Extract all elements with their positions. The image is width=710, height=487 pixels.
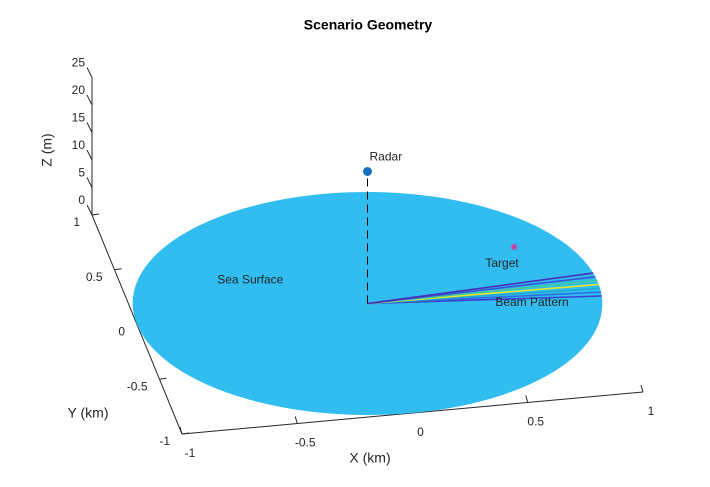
z-tick-label: 5	[78, 166, 85, 180]
z-tick	[86, 94, 93, 106]
z-tick-label: 20	[72, 83, 86, 97]
x-tick-label: 1	[648, 404, 655, 418]
beam-ray	[367, 272, 594, 305]
x-tick	[179, 426, 183, 435]
z-tick-label: 0	[78, 193, 85, 207]
y-tick-label: 0.5	[86, 270, 103, 284]
x-axis-label: X (km)	[349, 450, 390, 466]
z-tick-label: 10	[72, 138, 86, 152]
surface-label: Sea Surface	[217, 272, 283, 286]
x-tick	[640, 384, 644, 393]
y-tick-label: -1	[159, 434, 170, 448]
z-tick-label: 25	[72, 56, 86, 70]
x-tick	[294, 416, 298, 424]
radar-marker	[363, 167, 372, 176]
target-marker	[510, 243, 518, 251]
z-tick	[86, 177, 93, 188]
y-tick-label: -0.5	[127, 379, 148, 393]
y-tick	[114, 268, 122, 271]
y-axis-label: Y (km)	[68, 405, 109, 421]
x-tick-label: 0	[417, 425, 424, 439]
y-tick	[181, 432, 190, 435]
radar-label: Radar	[370, 150, 403, 164]
z-tick	[86, 149, 93, 161]
y-tick-label: 1	[73, 215, 80, 229]
beam-label: Beam Pattern	[495, 295, 568, 309]
target-label: Target	[485, 256, 519, 270]
y-tick-label: 0	[118, 325, 125, 339]
z-tick-label: 15	[72, 111, 86, 125]
chart-title: Scenario Geometry	[304, 17, 433, 33]
y-tick	[91, 213, 100, 216]
y-tick	[159, 377, 167, 380]
target-stroke	[511, 244, 517, 250]
x-tick-label: 0.5	[527, 415, 544, 429]
x-tick-label: -0.5	[295, 436, 316, 450]
z-tick	[86, 122, 93, 133]
x-tick-label: -1	[185, 446, 196, 460]
z-tick	[86, 204, 93, 216]
x-tick	[525, 395, 529, 403]
z-axis-label: Z (m)	[39, 133, 55, 166]
z-tick	[86, 67, 93, 78]
